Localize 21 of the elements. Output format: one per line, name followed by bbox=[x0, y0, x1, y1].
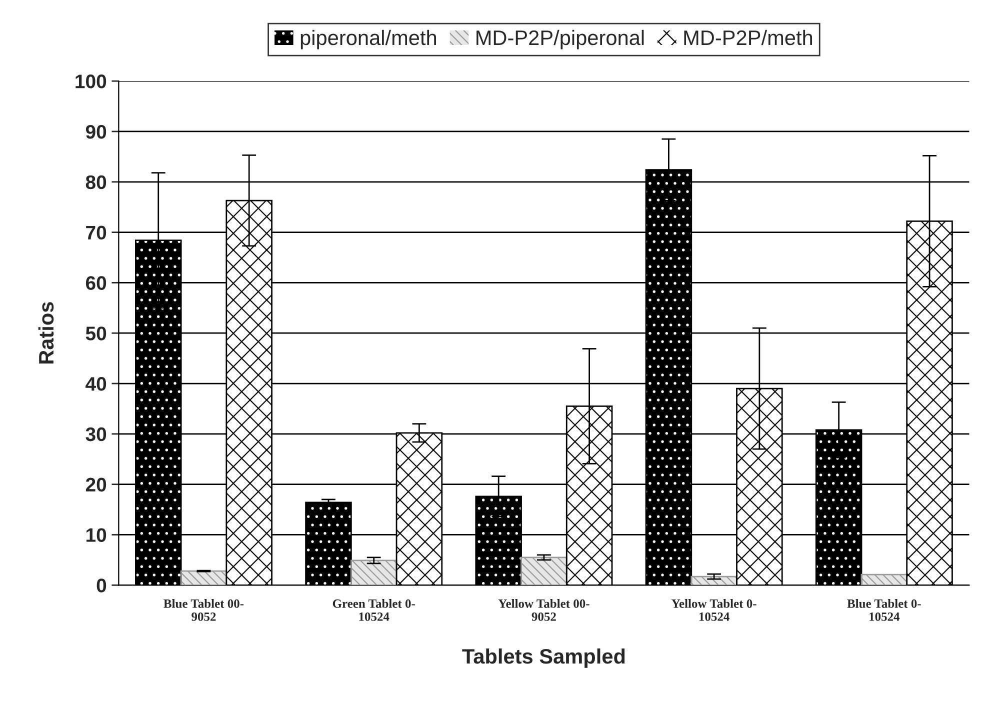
x-tick-label: Yellow Tablet 0- 10524 bbox=[672, 599, 756, 621]
y-tick-label: 0 bbox=[96, 578, 106, 592]
y-tick-label: 60 bbox=[86, 276, 106, 290]
y-tick-label: 20 bbox=[86, 478, 106, 492]
legend-label: piperonal/meth bbox=[300, 30, 436, 50]
x-tick-label: Green Tablet 0- 10524 bbox=[332, 599, 415, 621]
y-tick-label: 30 bbox=[86, 427, 106, 442]
y-tick-label: 90 bbox=[86, 124, 106, 139]
y-tick-label: 70 bbox=[86, 226, 106, 240]
legend-label: MD-P2P/meth bbox=[684, 30, 812, 46]
x-axis-title: Tablets Sampled bbox=[462, 648, 625, 668]
x-tick-label: Yellow Tablet 00- 9052 bbox=[498, 599, 590, 621]
legend-label: MD-P2P/piperonal bbox=[476, 30, 644, 50]
y-tick-label: 80 bbox=[86, 175, 106, 190]
y-tick-label: 50 bbox=[86, 326, 106, 340]
y-tick-label: 10 bbox=[86, 528, 106, 542]
y-tick-label: 40 bbox=[86, 376, 106, 391]
y-tick-label: 100 bbox=[76, 74, 106, 88]
x-tick-label: Blue Tablet 00- 9052 bbox=[164, 599, 244, 621]
y-axis-title: Ratios bbox=[38, 302, 54, 364]
x-tick-label: Blue Tablet 0- 10524 bbox=[847, 599, 921, 621]
